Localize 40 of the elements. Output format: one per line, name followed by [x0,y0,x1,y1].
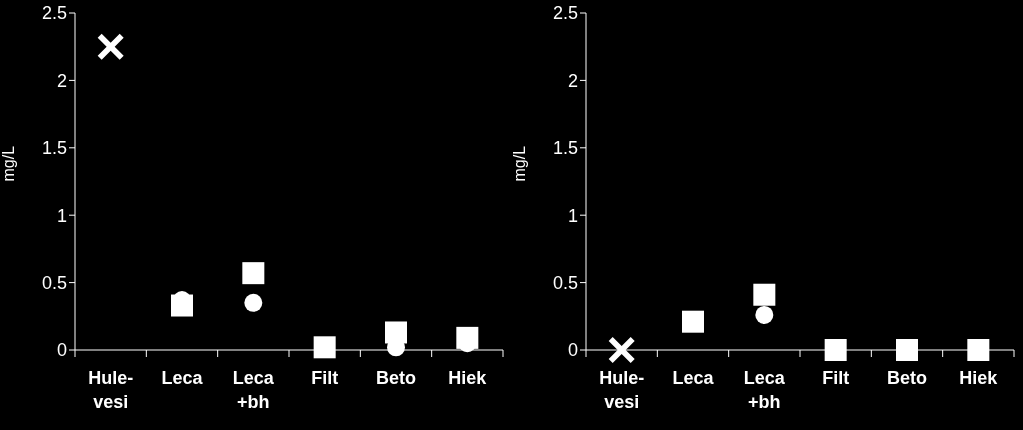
point [753,283,776,306]
x-tick-label: Filt [311,368,339,388]
x-tick-label: Beto [887,368,927,388]
x-tick-label: Hule-vesi [599,368,645,412]
point [608,337,635,363]
point [97,33,124,60]
point [171,294,193,317]
x-tick-label: Leca +bh [232,368,275,412]
x-tick-label: Beto [376,368,416,388]
point [242,262,265,285]
x-tick-label: Hiek [448,368,488,388]
y-tick-label: 2 [56,70,67,91]
point [244,293,263,312]
y-tick-label: 2.5 [41,3,67,24]
point [682,310,704,333]
point [896,339,918,361]
y-tick-label: 2 [567,70,578,91]
x-tick-label: Hule-vesi [88,368,134,412]
x-tick-label: Filt [822,368,850,388]
y-tick-label: 2.5 [552,3,578,24]
x-tick-label: Leca [672,368,715,388]
x-tick-label: Leca +bh [743,368,786,412]
point [824,339,847,361]
y-tick-label: 0.5 [552,272,578,293]
y-tick-label: 1.5 [552,138,578,159]
y-tick-label: 0 [567,340,578,361]
x-tick-label: Hiek [959,368,999,388]
point [967,339,990,361]
point [385,321,407,344]
y-tick-label: 0 [56,340,67,361]
point [755,305,774,324]
y-tick-label: 1 [567,205,578,226]
y-tick-label: 1.5 [41,138,67,159]
y-axis-title: mg/L [510,145,528,182]
x-tick-label: Leca [161,368,204,388]
point [313,336,336,359]
y-tick-label: 1 [56,205,67,226]
y-tick-label: 0.5 [41,272,67,293]
point [456,326,479,349]
y-axis-title: mg/L [0,145,17,182]
